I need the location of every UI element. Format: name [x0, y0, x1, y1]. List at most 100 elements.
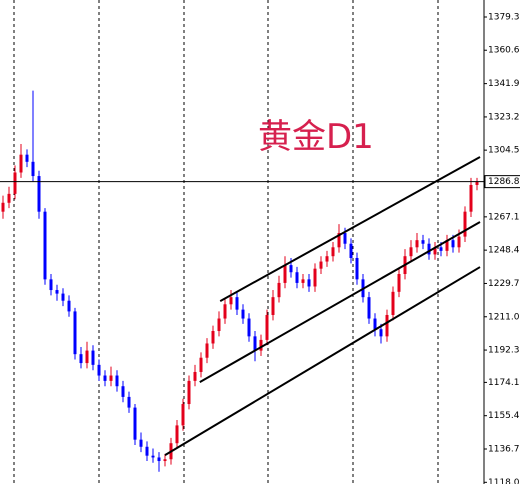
candle-body [223, 304, 227, 319]
y-tick-label: 1174.15 [488, 378, 520, 388]
y-tick-label: 1341.90 [488, 79, 520, 89]
candle-body [235, 297, 239, 310]
candle-body [193, 371, 197, 381]
candle-body [121, 386, 125, 397]
candle-body [109, 375, 113, 381]
candle-body [265, 314, 269, 340]
candle-body [289, 265, 293, 273]
chart-title: 黄金D1 [258, 117, 374, 157]
candle-body [427, 243, 431, 255]
candle-body [355, 257, 359, 280]
candle-body [241, 309, 245, 319]
candle-body [337, 233, 341, 248]
y-tick-label: 1118.05 [488, 478, 520, 484]
y-tick-label: 1323.20 [488, 112, 520, 122]
candle-body [421, 240, 425, 244]
candle-body [61, 293, 65, 301]
y-tick-label: 1267.10 [488, 212, 520, 222]
y-tick-label: 1192.30 [488, 346, 520, 356]
candle-body [145, 446, 149, 456]
candle-body [139, 439, 143, 447]
candle-body [103, 375, 107, 381]
y-tick-label: 1304.55 [488, 146, 520, 156]
candle-body [37, 176, 41, 212]
y-tick-label: 1379.30 [488, 13, 520, 23]
candle-body [19, 154, 23, 173]
y-tick-label: 1211.00 [488, 312, 520, 322]
candle-body [13, 172, 17, 194]
candle-body [433, 247, 437, 255]
candle-body [85, 350, 89, 364]
candle-body [79, 354, 83, 364]
y-tick-label: 1360.65 [488, 46, 520, 56]
y-tick-label: 1136.75 [488, 445, 520, 455]
y-tick-label: 1229.70 [488, 279, 520, 289]
candle-body [373, 318, 377, 330]
time-grid [13, 0, 439, 484]
candle-body [91, 350, 95, 365]
candle-body [49, 279, 53, 291]
candle-body [43, 211, 47, 280]
candle-body [127, 396, 131, 408]
y-tick-label: 1155.45 [488, 411, 520, 421]
candle-body [319, 261, 323, 269]
candle-body [253, 336, 257, 351]
candle-body [199, 357, 203, 372]
candle-body [451, 240, 455, 248]
candle-body [295, 272, 299, 283]
candle-body [187, 380, 191, 405]
candle-body [205, 343, 209, 358]
candle-body [247, 318, 251, 337]
candle-body [439, 247, 443, 251]
candle-body [349, 243, 353, 258]
candle-body [211, 331, 215, 344]
candle-body [469, 184, 473, 212]
candle-body [343, 233, 347, 244]
candle-body [277, 282, 281, 298]
candle-body [115, 375, 119, 387]
candle-body [325, 256, 329, 262]
candle-body [229, 297, 233, 305]
candle-body [301, 279, 305, 283]
candle-body [391, 291, 395, 315]
candle-body [73, 311, 77, 355]
candle-body [283, 265, 287, 283]
last-price-box [484, 175, 520, 189]
candle-body [445, 240, 449, 251]
candle-body [181, 404, 185, 426]
trend-line [199, 221, 481, 383]
candle-body [475, 181, 479, 185]
candle-body [367, 297, 371, 319]
candle-body [463, 211, 467, 237]
candle-body [1, 202, 5, 212]
candle-body [67, 300, 71, 312]
candle-body [415, 240, 419, 248]
candle-body [217, 318, 221, 332]
candle-body [133, 407, 137, 440]
candle-body [379, 329, 383, 337]
candle-body [25, 154, 29, 162]
candle-body [331, 247, 335, 257]
trend-line [164, 266, 481, 457]
candle-body [409, 247, 413, 257]
candle-body [7, 193, 11, 203]
candle-body [151, 455, 155, 458]
candle-body [457, 236, 461, 248]
candle-body [397, 274, 401, 292]
last-price-label: 1286.87 [488, 177, 520, 187]
candle-body [97, 364, 101, 376]
y-tick-label: 1248.40 [488, 246, 520, 256]
trend-line [219, 156, 481, 302]
candle-body [307, 279, 311, 287]
candle-body [385, 314, 389, 337]
candle-body [157, 457, 161, 462]
candle-body [313, 268, 317, 287]
candle-body [271, 297, 275, 315]
candle-body [55, 290, 59, 294]
candle-body [259, 339, 263, 351]
candle-body [175, 425, 179, 444]
candle-body [31, 161, 35, 177]
candle-body [163, 459, 167, 462]
